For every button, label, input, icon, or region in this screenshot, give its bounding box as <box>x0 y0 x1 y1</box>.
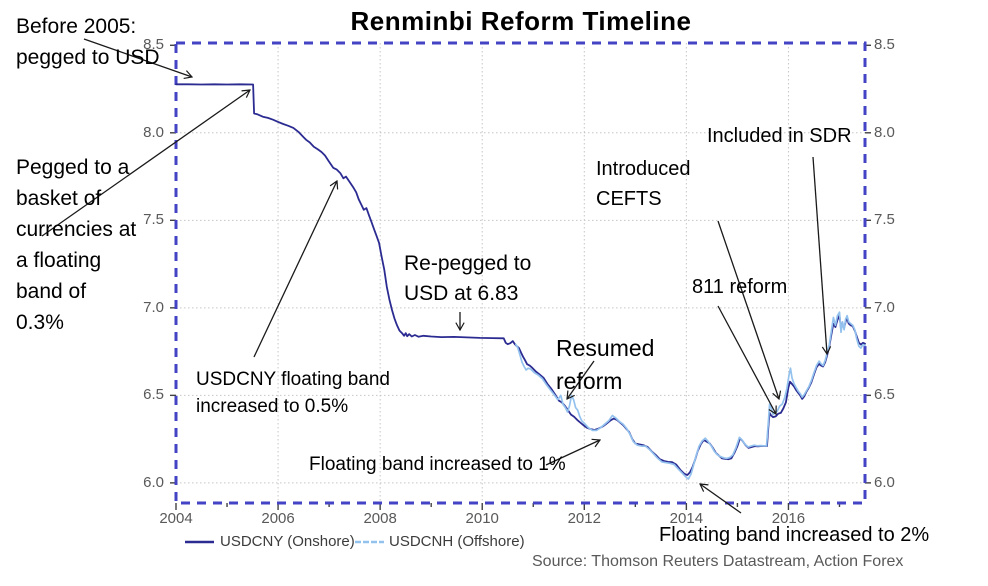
annotation-basket-peg: Pegged to a basket of currencies at a fl… <box>16 156 137 334</box>
annotation-before-2005: Before 2005: pegged to USD <box>16 15 160 69</box>
y-axis-label-right: 7.0 <box>874 298 895 316</box>
x-axis-label: 2012 <box>567 510 601 527</box>
y-axis-label-right: 8.5 <box>874 36 895 54</box>
y-axis-label-left: 6.0 <box>143 473 164 491</box>
y-axis-label-right: 8.0 <box>874 123 895 141</box>
y-axis-label-right: 6.0 <box>874 473 895 491</box>
annotation-811-reform: 811 reform <box>692 276 788 298</box>
annotation-band-1: Floating band increased to 1% <box>309 454 566 475</box>
annotation-resumed-reform: Resumed reform <box>556 335 655 394</box>
annotation-band-0.5: USDCNY floating band increased to 0.5% <box>196 369 390 417</box>
x-axis-label: 2016 <box>771 510 806 527</box>
legend-label-offshore: USDCNH (Offshore) <box>389 533 525 550</box>
arrow-resumed-reform <box>567 360 595 399</box>
y-axis-label-left: 8.0 <box>143 123 164 141</box>
x-axis-label: 2006 <box>261 510 295 527</box>
arrow-before-2005 <box>83 38 192 77</box>
chart-title: Renminbi Reform Timeline <box>350 6 692 36</box>
source-credit: Source: Thomson Reuters Datastream, Acti… <box>532 553 904 570</box>
series-line-usdcnh-offshore <box>515 311 866 480</box>
x-axis-label: 2014 <box>669 510 704 527</box>
arrow-introduced-cefts <box>717 220 779 399</box>
x-axis-label: 2004 <box>159 510 193 527</box>
legend-label-onshore: USDCNY (Onshore) <box>220 533 355 550</box>
gridlines <box>176 43 865 503</box>
arrow-band-2 <box>700 484 742 514</box>
y-axis-label-left: 7.0 <box>143 298 164 316</box>
y-axis-label-left: 6.5 <box>143 386 164 404</box>
y-axis-label-right: 7.5 <box>874 211 895 229</box>
annotation-introduced-cefts: Introduced CEFTS <box>596 158 691 210</box>
axis-ticks <box>170 44 871 510</box>
x-axis-label: 2010 <box>465 510 499 527</box>
y-axis-label-right: 6.5 <box>874 386 895 404</box>
annotation-repeg-683: Re-pegged to USD at 6.83 <box>404 252 532 305</box>
y-axis-label-left: 8.5 <box>143 36 164 54</box>
series-lines <box>175 83 866 480</box>
annotation-arrows <box>41 38 827 514</box>
arrow-basket-peg <box>41 90 250 237</box>
arrow-811-reform <box>717 305 776 414</box>
arrow-band-0.5 <box>253 181 337 358</box>
x-axis-label: 2008 <box>363 510 397 527</box>
annotation-included-in-sdr: Included in SDR <box>707 125 852 147</box>
annotation-band-2: Floating band increased to 2% <box>659 524 930 546</box>
arrow-band-1 <box>545 440 600 466</box>
plot-border <box>174 41 867 505</box>
arrow-included-in-sdr <box>812 156 827 354</box>
y-axis-label-left: 7.5 <box>143 211 164 229</box>
